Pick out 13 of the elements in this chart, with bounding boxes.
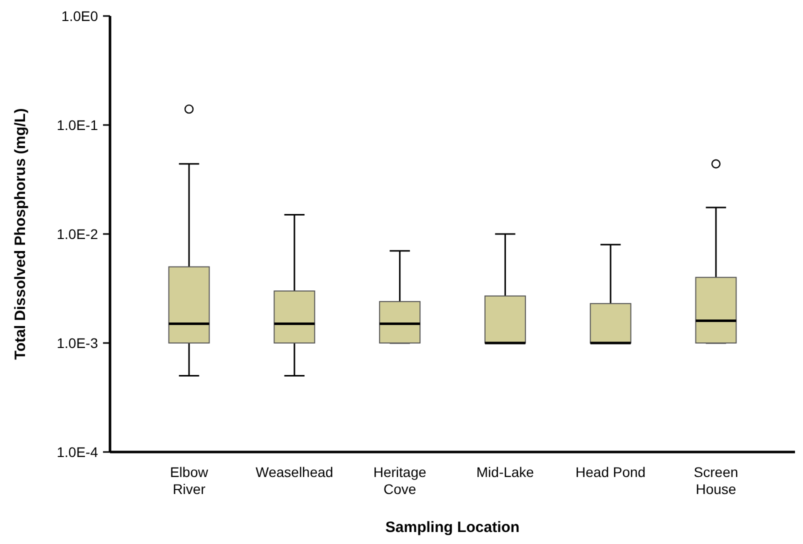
- y-tick-label: 1.0E-2: [56, 226, 98, 242]
- x-tick-label: Weaselhead: [256, 464, 334, 480]
- y-tick-label: 1.0E0: [61, 8, 98, 24]
- x-tick-label: Mid-Lake: [476, 464, 534, 480]
- x-tick-label: Head Pond: [576, 464, 646, 480]
- x-tick-label: Elbow River: [170, 464, 209, 497]
- x-tick-label: Screen House: [694, 464, 738, 497]
- x-tick-label: Heritage Cove: [373, 464, 426, 497]
- y-axis-title: Total Dissolved Phosphorus (mg/L): [12, 108, 29, 360]
- x-axis-title: Sampling Location: [385, 519, 520, 536]
- y-tick-label: 1.0E-1: [56, 116, 98, 133]
- y-tick-label: 1.0E-4: [56, 444, 98, 460]
- y-tick-label: 1.0E-3: [56, 334, 98, 351]
